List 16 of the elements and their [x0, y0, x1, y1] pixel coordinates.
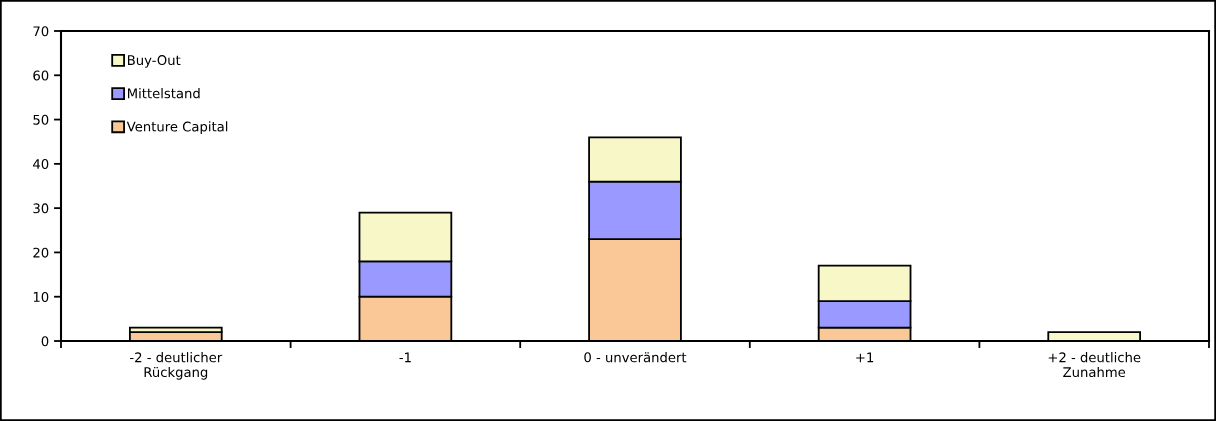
x-tick-label: +2 - deutliche Zunahme: [1048, 352, 1141, 378]
legend-label: Buy-Out: [128, 55, 181, 68]
y-tick-label: 50: [33, 114, 49, 125]
y-tick-label: 70: [33, 26, 49, 37]
y-tick-label: 60: [33, 70, 49, 81]
y-tick-label: 40: [33, 159, 49, 170]
legend-label: Venture Capital: [126, 121, 228, 135]
y-tick-label: 10: [33, 291, 49, 302]
x-tick-label: +1: [856, 352, 874, 363]
y-tick-label: 20: [33, 247, 49, 258]
x-tick-label: 0 - unverändert: [584, 352, 687, 363]
y-tick-label: 30: [33, 203, 49, 214]
x-tick-label: -2 - deutlicher Rückgang: [130, 352, 223, 380]
legend-label: Mittelstand: [128, 88, 200, 99]
y-tick-label: 0: [41, 336, 49, 347]
x-tick-label: -1: [399, 352, 411, 363]
